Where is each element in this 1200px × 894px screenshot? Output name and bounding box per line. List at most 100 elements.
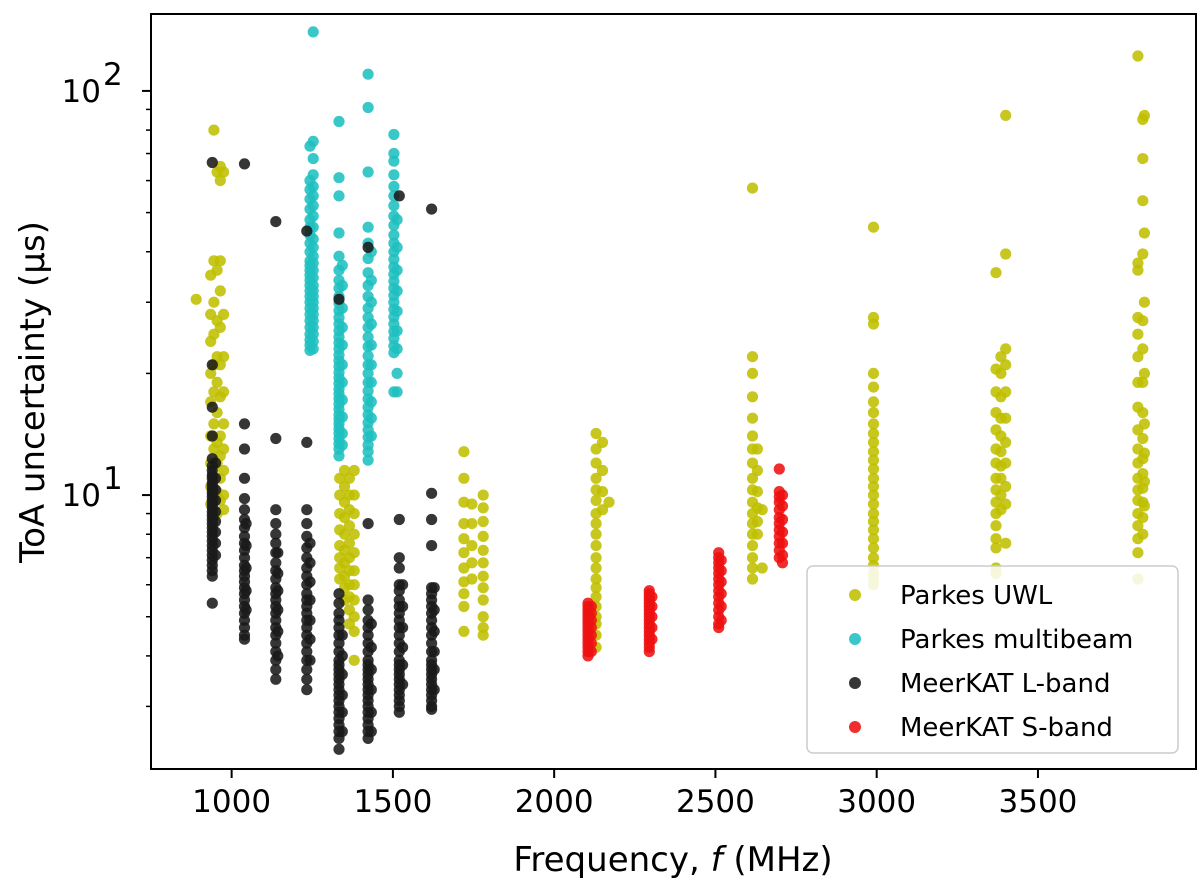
data-point xyxy=(715,565,727,577)
data-point xyxy=(756,504,768,516)
data-point xyxy=(362,629,374,641)
data-point xyxy=(338,480,351,493)
data-point xyxy=(388,229,400,241)
data-point xyxy=(218,166,230,178)
data-point xyxy=(776,557,789,569)
data-point xyxy=(590,573,602,585)
data-point xyxy=(336,279,348,292)
data-point xyxy=(590,540,602,552)
data-point xyxy=(746,430,759,442)
data-point xyxy=(867,472,880,484)
data-point xyxy=(1138,296,1150,308)
data-point xyxy=(272,567,284,580)
data-point xyxy=(301,646,313,658)
y-tick-label: 10 xyxy=(62,74,101,110)
data-point xyxy=(1137,432,1149,445)
data-point xyxy=(365,725,377,738)
data-point xyxy=(338,528,351,540)
data-point xyxy=(388,155,400,167)
data-point xyxy=(209,494,222,506)
data-point xyxy=(1000,412,1012,424)
data-point xyxy=(458,446,470,458)
data-point xyxy=(466,540,478,552)
data-point xyxy=(466,557,478,569)
data-point xyxy=(867,524,880,536)
data-point xyxy=(397,622,409,634)
data-point xyxy=(240,585,252,597)
data-point xyxy=(336,725,348,738)
data-point xyxy=(336,359,348,371)
data-point xyxy=(590,518,602,530)
data-point xyxy=(307,180,319,193)
data-point xyxy=(304,633,316,645)
data-point xyxy=(272,650,284,662)
data-point xyxy=(391,343,403,355)
legend-marker xyxy=(849,589,861,601)
data-point xyxy=(206,570,218,582)
data-point xyxy=(304,537,316,549)
data-point xyxy=(301,684,313,696)
data-point xyxy=(336,321,348,333)
data-point xyxy=(867,446,880,458)
data-point xyxy=(1132,328,1144,340)
data-point xyxy=(1000,436,1012,448)
data-point xyxy=(218,386,230,398)
legend: Parkes UWL Parkes multibeam MeerKAT L-band… xyxy=(806,565,1179,754)
data-point xyxy=(336,706,348,718)
data-point xyxy=(477,515,489,528)
data-point xyxy=(590,562,602,574)
data-point xyxy=(1137,315,1149,327)
data-point xyxy=(214,255,226,267)
data-point xyxy=(208,296,220,308)
data-point xyxy=(205,367,217,379)
data-point xyxy=(348,547,360,559)
data-point xyxy=(867,542,880,554)
data-point xyxy=(867,407,880,419)
data-point xyxy=(301,436,313,448)
data-point xyxy=(362,518,374,530)
data-point xyxy=(240,562,252,574)
data-point xyxy=(477,557,489,569)
data-point xyxy=(397,579,409,591)
points-layer xyxy=(190,26,1150,755)
data-point xyxy=(867,396,880,408)
data-point xyxy=(746,540,759,552)
data-point xyxy=(307,272,319,284)
data-point xyxy=(304,557,316,569)
data-point xyxy=(336,439,348,451)
data-point xyxy=(776,513,789,526)
data-point xyxy=(362,221,374,233)
x-tick-label: 3000 xyxy=(837,784,916,820)
data-point xyxy=(214,285,226,297)
data-point xyxy=(304,576,316,588)
data-point xyxy=(333,190,345,202)
data-point xyxy=(307,169,319,181)
data-point xyxy=(397,600,409,613)
data-point xyxy=(348,565,360,577)
data-point xyxy=(990,520,1002,532)
data-point xyxy=(867,221,880,233)
data-point xyxy=(458,533,470,545)
series-parkes-uwl xyxy=(190,50,1150,666)
data-point xyxy=(388,147,400,160)
data-point xyxy=(391,285,403,297)
data-point xyxy=(218,418,230,430)
data-point xyxy=(348,654,360,666)
data-point xyxy=(206,359,218,371)
data-point xyxy=(397,641,409,653)
legend-label: MeerKAT L-band xyxy=(900,669,1110,699)
data-point xyxy=(391,264,403,276)
data-point xyxy=(751,486,764,498)
data-point xyxy=(211,376,223,388)
data-point xyxy=(218,351,230,363)
data-point xyxy=(307,210,319,222)
data-point xyxy=(428,646,440,658)
data-point xyxy=(301,225,313,237)
data-point xyxy=(365,339,377,351)
data-point xyxy=(362,367,374,379)
data-point xyxy=(348,625,360,638)
data-point xyxy=(1137,153,1149,165)
data-point xyxy=(426,703,438,715)
data-point xyxy=(746,367,759,379)
data-point xyxy=(307,135,319,147)
